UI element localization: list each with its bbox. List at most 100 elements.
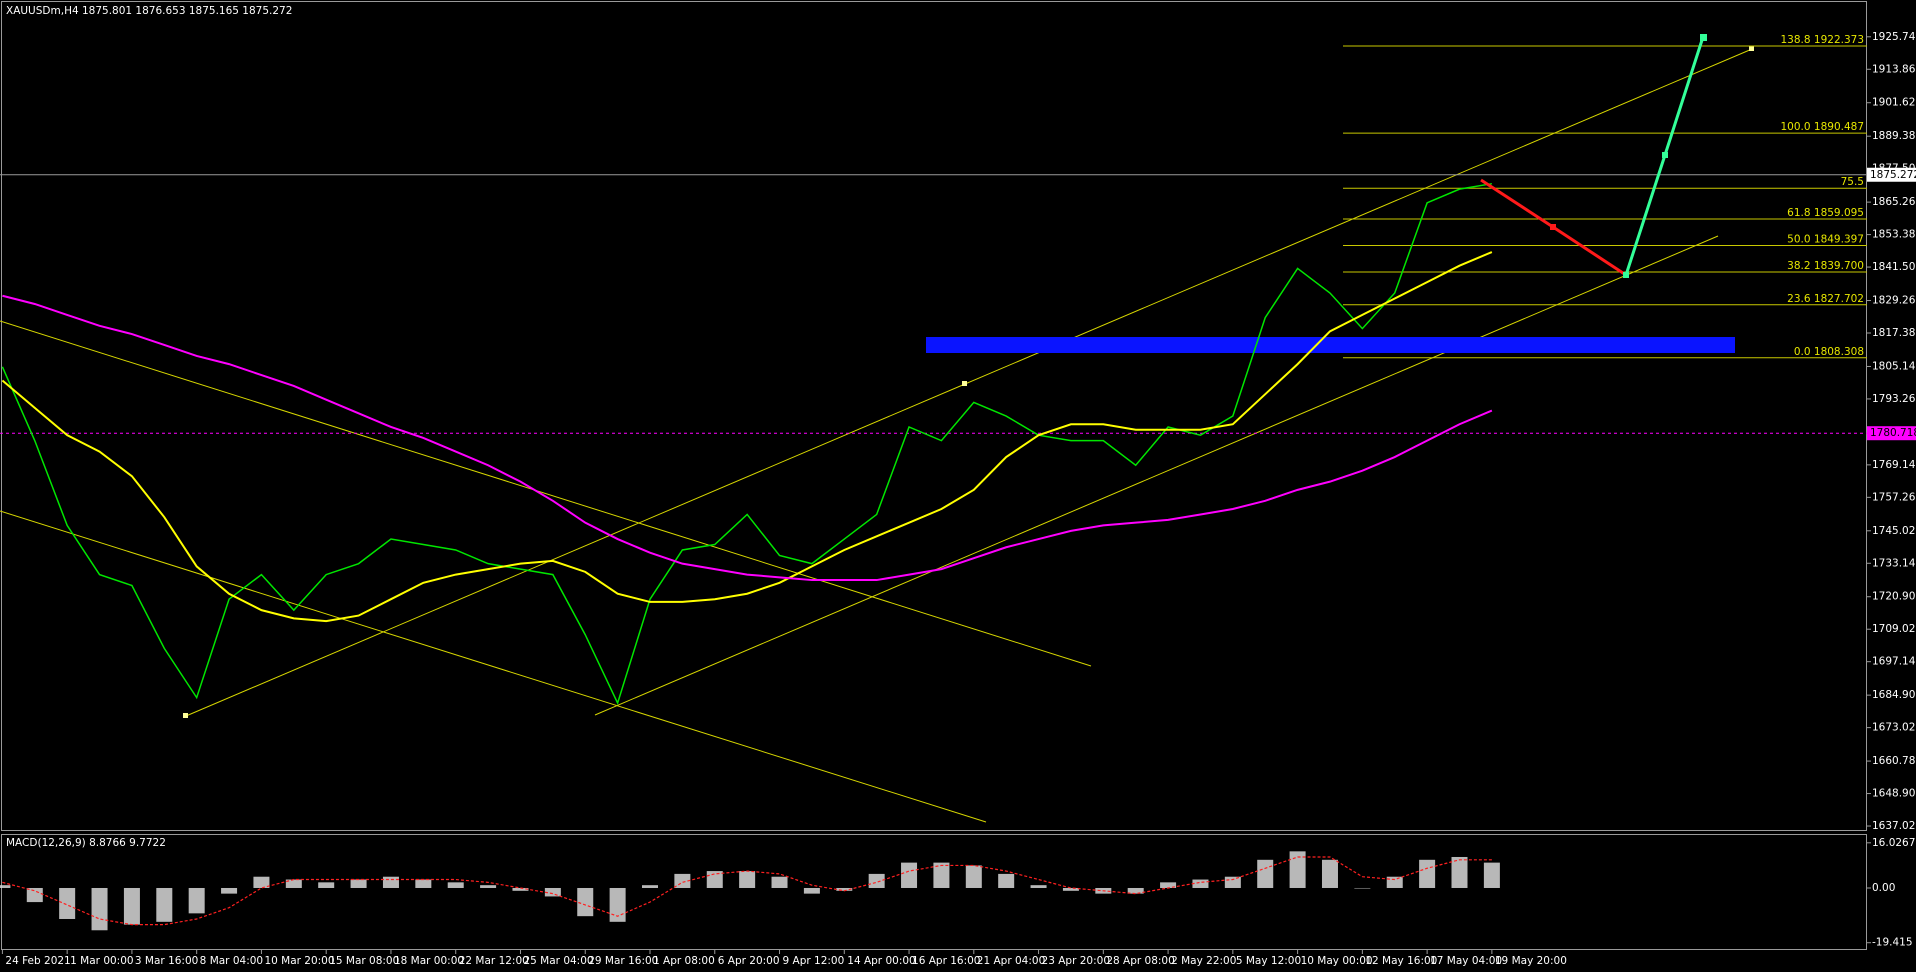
x-tick-label: 1 Mar 00:00 xyxy=(70,955,133,967)
x-tick-label: 22 Mar 12:00 xyxy=(459,955,529,967)
macd-bar xyxy=(123,887,140,925)
x-tick-label: 3 Mar 16:00 xyxy=(135,955,198,967)
fib-label: 61.8 1859.095 xyxy=(1787,207,1864,219)
y-tick-label: 1637.020 xyxy=(1872,820,1916,832)
fib-label: 38.2 1839.700 xyxy=(1787,260,1864,272)
macd-bar xyxy=(1160,882,1177,888)
macd-bar xyxy=(91,887,108,931)
macd-bar xyxy=(1321,859,1338,888)
x-tick-label: 29 Mar 16:00 xyxy=(588,955,658,967)
fib-label: 138.8 1922.373 xyxy=(1781,34,1865,46)
arrow-node xyxy=(1550,224,1556,230)
fib-label: 23.6 1827.702 xyxy=(1787,293,1864,305)
y-tick-label: 1853.380 xyxy=(1872,229,1916,241)
macd-bar xyxy=(1062,887,1079,891)
y-tick-label: 1648.900 xyxy=(1872,788,1916,800)
y-tick-label: 1925.740 xyxy=(1872,31,1916,43)
macd-bar xyxy=(480,885,497,888)
descending-trendline xyxy=(0,510,987,823)
descending-trendline xyxy=(0,320,1092,667)
x-tick-label: 24 Feb 2021 xyxy=(5,955,70,967)
x-tick-label: 15 Mar 08:00 xyxy=(329,955,399,967)
macd-bar xyxy=(577,887,594,917)
macd-bar xyxy=(512,887,529,891)
macd-bar xyxy=(1451,856,1468,888)
level-label: 1780.718 xyxy=(1870,427,1916,439)
macd-bar xyxy=(1386,876,1403,888)
x-tick-label: 19 May 20:00 xyxy=(1495,955,1567,967)
macd-tick-label: 16.0267 xyxy=(1872,837,1915,849)
x-tick-label: 10 May 00:00 xyxy=(1301,955,1373,967)
macd-bar xyxy=(415,879,432,888)
y-tick-label: 1709.020 xyxy=(1872,623,1916,635)
macd-bar xyxy=(1483,862,1500,888)
macd-bar xyxy=(998,873,1015,888)
macd-bar xyxy=(1192,879,1209,888)
x-tick-label: 10 Mar 20:00 xyxy=(264,955,334,967)
macd-bar xyxy=(1127,887,1144,894)
anchor-point xyxy=(962,381,967,386)
x-tick-label: 9 Apr 12:00 xyxy=(783,955,845,967)
y-tick-label: 1660.780 xyxy=(1872,755,1916,767)
y-tick-label: 1673.020 xyxy=(1872,722,1916,734)
x-tick-label: 23 Apr 20:00 xyxy=(1042,955,1110,967)
y-tick-label: 1913.860 xyxy=(1872,63,1916,75)
macd-bar xyxy=(803,887,820,894)
channel-lower-line xyxy=(594,235,1719,716)
channel-upper-line xyxy=(964,48,1753,385)
macd-bar xyxy=(868,873,885,888)
macd-bar xyxy=(156,887,173,922)
macd-bar xyxy=(253,876,270,888)
moving-average xyxy=(2,294,1493,582)
x-tick-label: 17 May 04:00 xyxy=(1430,955,1502,967)
x-tick-label: 8 Mar 04:00 xyxy=(200,955,263,967)
series-layer: 138.8 1922.373 100.0 1890.487 75.5 61.8 185… xyxy=(0,34,1867,706)
fib-label: 0.0 1808.308 xyxy=(1794,346,1864,358)
y-tick-label: 1793.260 xyxy=(1872,393,1916,405)
x-tick-label: 16 Apr 16:00 xyxy=(912,955,980,967)
macd-bar xyxy=(609,887,626,922)
rising-trendline xyxy=(185,383,966,717)
y-tick-label: 1733.140 xyxy=(1872,557,1916,569)
macd-tick-label: 0.00 xyxy=(1872,882,1895,894)
fib-label: 75.5 xyxy=(1841,176,1864,188)
macd-bar xyxy=(739,871,756,888)
anchor-point xyxy=(183,713,188,718)
x-tick-label: 1 Apr 08:00 xyxy=(653,955,715,967)
macd-bar xyxy=(836,887,853,891)
main-pane-frame xyxy=(1,1,1867,831)
macd-bar xyxy=(1419,859,1436,888)
macd-bar xyxy=(1257,859,1274,888)
arrow-node xyxy=(1700,34,1707,41)
macd-signal xyxy=(2,856,1492,926)
x-tick-label: 25 Mar 04:00 xyxy=(523,955,593,967)
y-tick-label: 1901.620 xyxy=(1872,97,1916,109)
x-tick-label: 12 May 16:00 xyxy=(1365,955,1437,967)
macd-bar xyxy=(0,885,11,888)
macd-bar xyxy=(447,882,464,888)
macd-bar xyxy=(901,862,918,888)
macd-bar xyxy=(1224,876,1241,888)
x-tick-label: 5 May 12:00 xyxy=(1236,955,1301,967)
y-tick-label: 1720.900 xyxy=(1872,591,1916,603)
macd-bar xyxy=(382,876,399,888)
macd-bar xyxy=(544,887,561,897)
y-tick-label: 1841.500 xyxy=(1872,261,1916,273)
macd-bar xyxy=(706,871,723,888)
macd-bar xyxy=(965,865,982,888)
y-tick-label: 1745.020 xyxy=(1872,525,1916,537)
macd-bar xyxy=(1030,885,1047,888)
y-tick-label: 1757.260 xyxy=(1872,491,1916,503)
price-line xyxy=(1,182,1493,706)
macd-bar xyxy=(59,887,76,919)
level-box xyxy=(1867,426,1916,441)
fib-label: 100.0 1890.487 xyxy=(1781,121,1865,133)
macd-bar xyxy=(221,887,238,894)
y-tick-label: 1889.380 xyxy=(1872,130,1916,142)
fib-label: 50.0 1849.397 xyxy=(1787,233,1864,245)
macd-bar xyxy=(1354,887,1371,889)
y-tick-label: 1829.260 xyxy=(1872,295,1916,307)
anchor-point xyxy=(1749,46,1754,51)
current-price-box xyxy=(1867,167,1916,182)
